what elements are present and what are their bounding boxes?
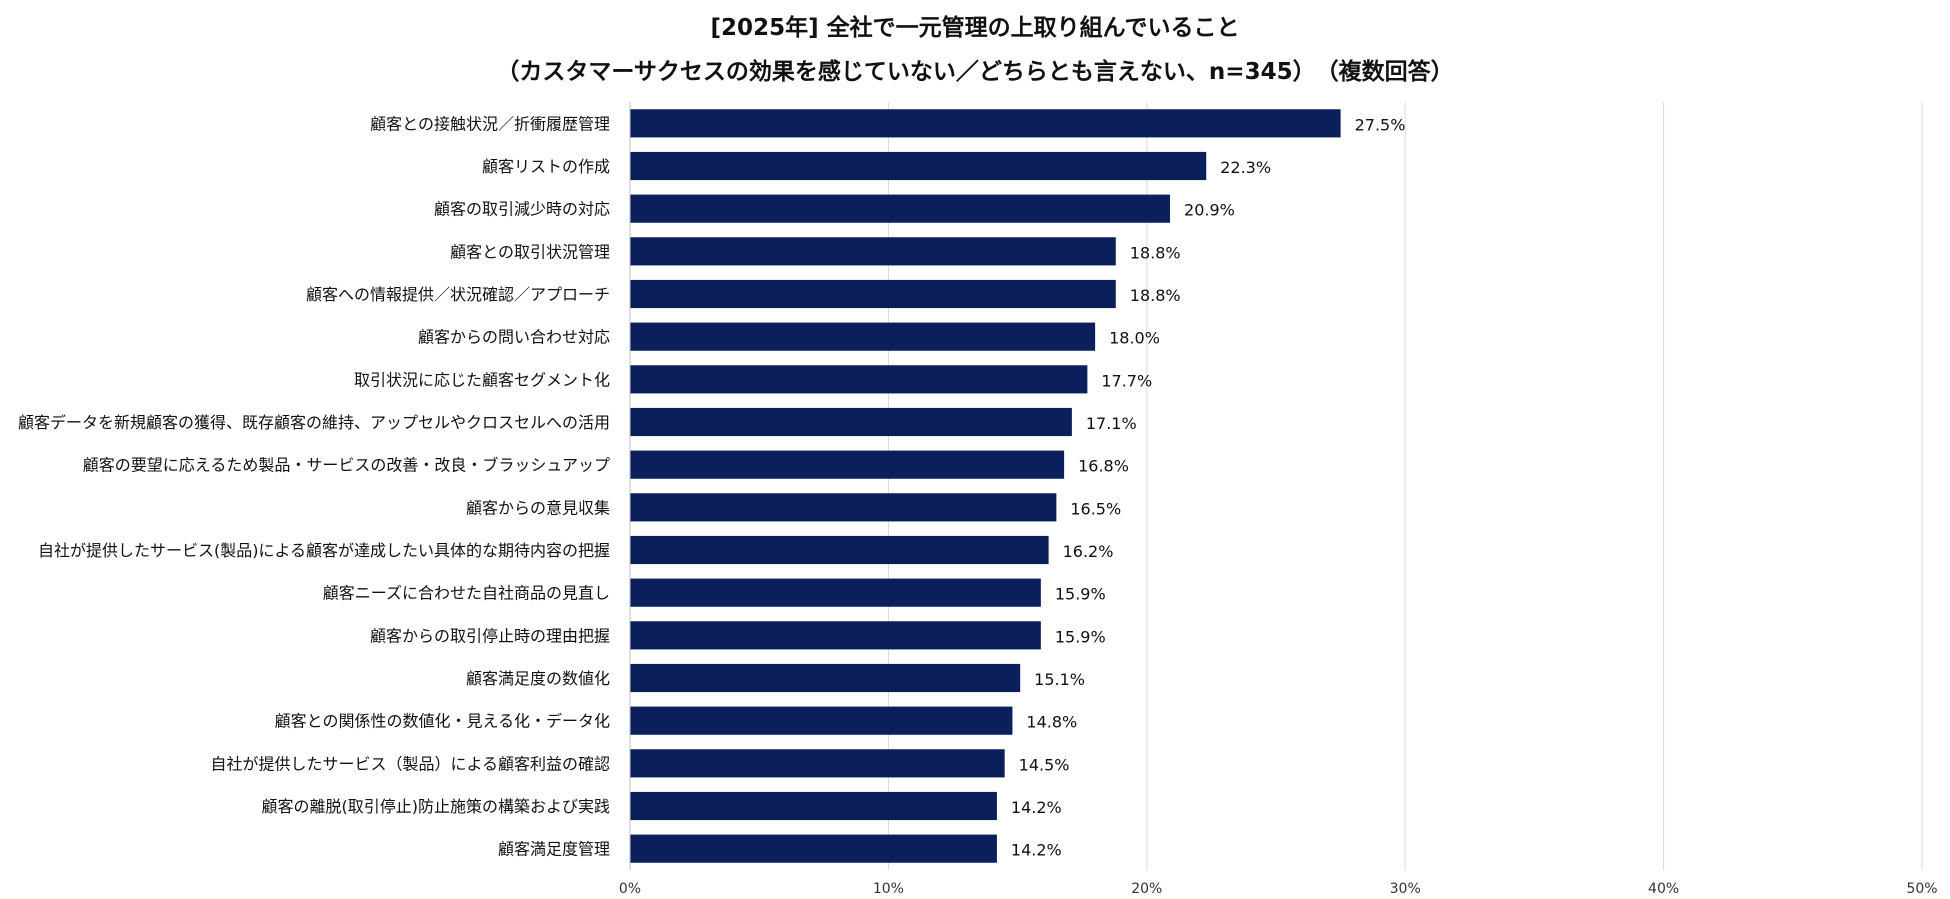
category-label: 顧客満足度の数値化 [466,669,610,688]
data-label: 14.2% [1011,841,1062,860]
data-label: 15.1% [1034,670,1085,689]
data-label: 17.7% [1101,371,1152,390]
category-label: 自社が提供したサービス（製品）による顧客利益の確認 [210,754,610,773]
data-label: 22.3% [1220,158,1271,177]
category-label: 顧客の要望に応えるため製品・サービスの改善・改良・ブラッシュアップ [83,456,610,475]
data-label: 18.8% [1130,286,1181,305]
bar [630,663,1021,693]
bar [630,194,1171,223]
data-label: 16.2% [1063,542,1114,561]
bar [630,578,1041,607]
category-label: 顧客への情報提供／状況確認／アプローチ [306,285,610,304]
bar [630,706,1013,735]
category-label: 顧客との取引状況管理 [450,242,610,261]
data-label: 18.8% [1130,243,1181,262]
category-label: 取引状況に応じた顧客セグメント化 [354,370,610,389]
chart-subtitle: （カスタマーサクセスの効果を感じていない／どちらとも言えない、n=345） （複… [496,59,1454,85]
category-label: 顧客からの問い合わせ対応 [418,328,610,347]
category-label: 顧客満足度管理 [498,840,610,859]
data-label: 16.8% [1078,457,1129,476]
x-tick-label: 40% [1648,881,1679,897]
category-label: 顧客データを新規顧客の獲得、既存顧客の維持、アップセルやクロスセルへの活用 [18,413,610,432]
category-label: 顧客との接触状況／折衝履歴管理 [370,114,610,133]
x-tick-label: 30% [1390,881,1421,897]
bar [630,450,1065,479]
x-tick-label: 0% [619,881,641,897]
data-label: 16.5% [1070,499,1121,518]
bar [630,237,1116,266]
bar [630,407,1072,437]
category-label: 顧客からの意見収集 [466,498,610,517]
bar [630,279,1116,309]
category-label: 顧客ニーズに合わせた自社商品の見直し [323,584,610,603]
bar [630,535,1049,565]
bar [630,365,1088,394]
category-label: 顧客との関係性の数値化・見える化・データ化 [275,712,610,731]
category-label: 顧客の離脱(取引停止)防止施策の構築および実践 [262,797,611,816]
category-label: 顧客の取引減少時の対応 [434,200,610,219]
x-tick-label: 20% [1131,881,1162,897]
bar [630,493,1057,522]
data-label: 15.9% [1055,585,1106,604]
data-label: 18.0% [1109,329,1160,348]
data-label: 17.1% [1086,414,1137,433]
bar [630,109,1341,138]
bar [630,322,1096,351]
category-label: 自社が提供したサービス(製品)による顧客が達成したい具体的な期待内容の把握 [38,541,610,560]
bar [630,834,997,863]
data-label: 14.8% [1026,713,1077,732]
data-label: 14.2% [1011,798,1062,817]
data-label: 14.5% [1019,755,1070,774]
bar [630,749,1005,778]
data-label: 27.5% [1355,115,1406,134]
data-label: 15.9% [1055,627,1106,646]
category-label: 顧客からの取引停止時の理由把握 [370,626,610,645]
data-label: 20.9% [1184,201,1235,220]
bar [630,151,1207,181]
x-tick-label: 10% [873,881,904,897]
bar [630,791,997,821]
category-label: 顧客リストの作成 [482,157,610,176]
chart-title: [2025年] 全社で一元管理の上取り組んでいること [710,15,1240,41]
bar [630,621,1041,650]
x-tick-label: 50% [1906,881,1937,897]
